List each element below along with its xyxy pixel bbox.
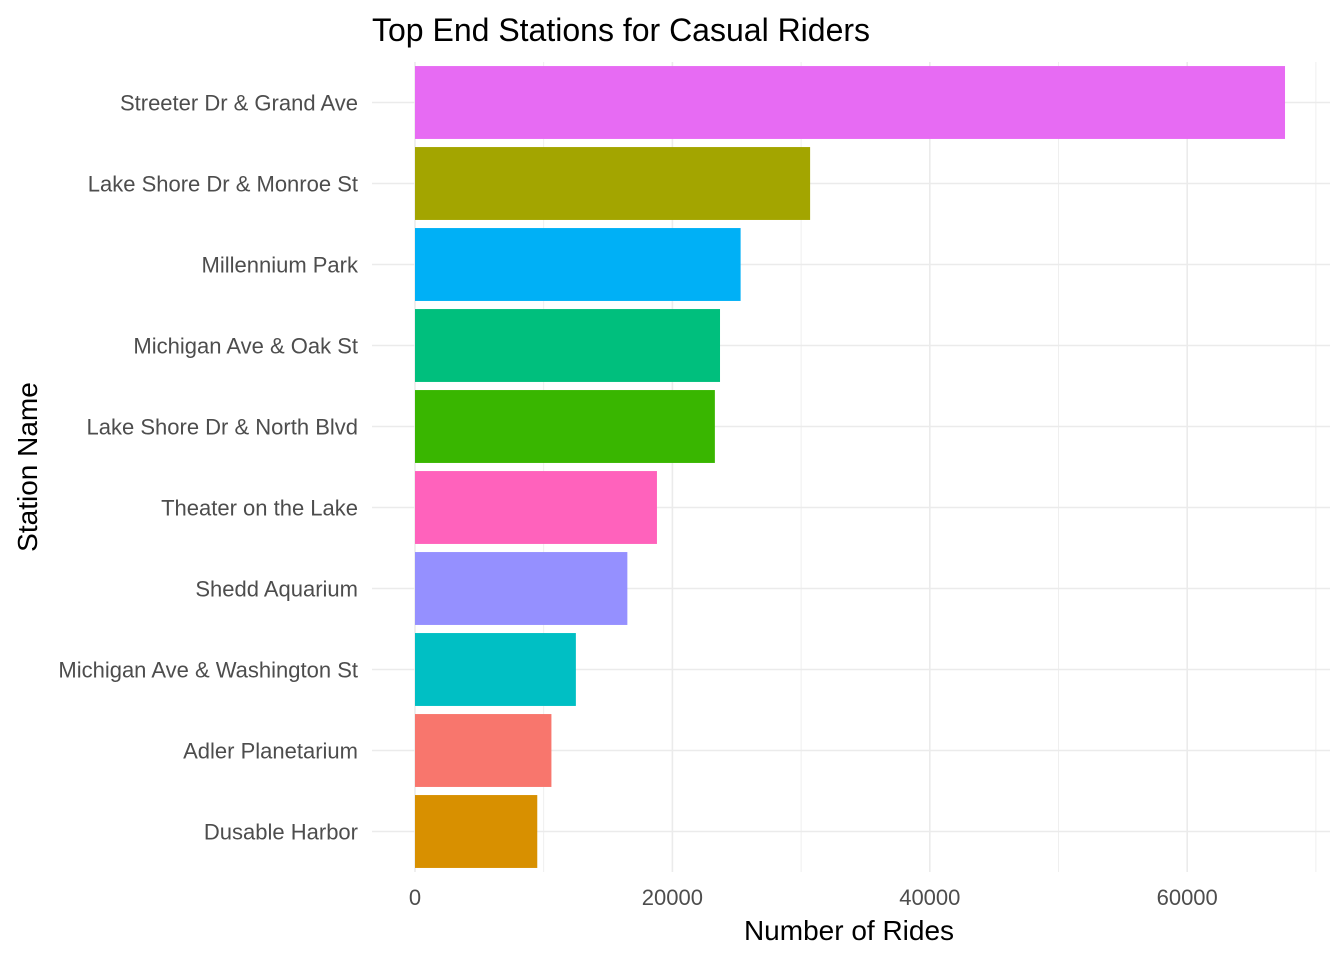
bar bbox=[415, 309, 721, 382]
bar bbox=[415, 471, 657, 544]
bar bbox=[415, 552, 628, 625]
y-tick-label: Adler Planetarium bbox=[183, 739, 358, 764]
y-tick-label: Dusable Harbor bbox=[204, 820, 358, 845]
y-tick-label: Streeter Dr & Grand Ave bbox=[120, 91, 358, 116]
bar bbox=[415, 147, 811, 220]
x-tick-label: 20000 bbox=[642, 885, 703, 910]
y-tick-label: Lake Shore Dr & Monroe St bbox=[88, 172, 358, 197]
y-axis-title: Station Name bbox=[12, 382, 43, 552]
x-tick-label: 40000 bbox=[899, 885, 960, 910]
bar bbox=[415, 228, 741, 301]
chart-title: Top End Stations for Casual Riders bbox=[372, 12, 870, 48]
bar bbox=[415, 714, 552, 787]
bar bbox=[415, 66, 1286, 139]
y-tick-label: Shedd Aquarium bbox=[195, 577, 358, 602]
y-tick-label: Michigan Ave & Oak St bbox=[133, 334, 358, 359]
y-tick-label: Michigan Ave & Washington St bbox=[58, 658, 358, 683]
y-tick-labels: Streeter Dr & Grand Ave Lake Shore Dr & M… bbox=[58, 91, 359, 845]
x-tick-label: 60000 bbox=[1157, 885, 1218, 910]
y-tick-label: Millennium Park bbox=[202, 253, 359, 278]
x-axis-title: Number of Rides bbox=[744, 915, 954, 946]
bar bbox=[415, 795, 538, 868]
bars bbox=[415, 66, 1286, 868]
bar bbox=[415, 390, 715, 463]
y-tick-label: Lake Shore Dr & North Blvd bbox=[87, 415, 358, 440]
x-tick-labels: 0 20000 40000 60000 bbox=[409, 885, 1218, 910]
x-tick-label: 0 bbox=[409, 885, 421, 910]
y-tick-label: Theater on the Lake bbox=[161, 496, 358, 521]
bar bbox=[415, 633, 576, 706]
